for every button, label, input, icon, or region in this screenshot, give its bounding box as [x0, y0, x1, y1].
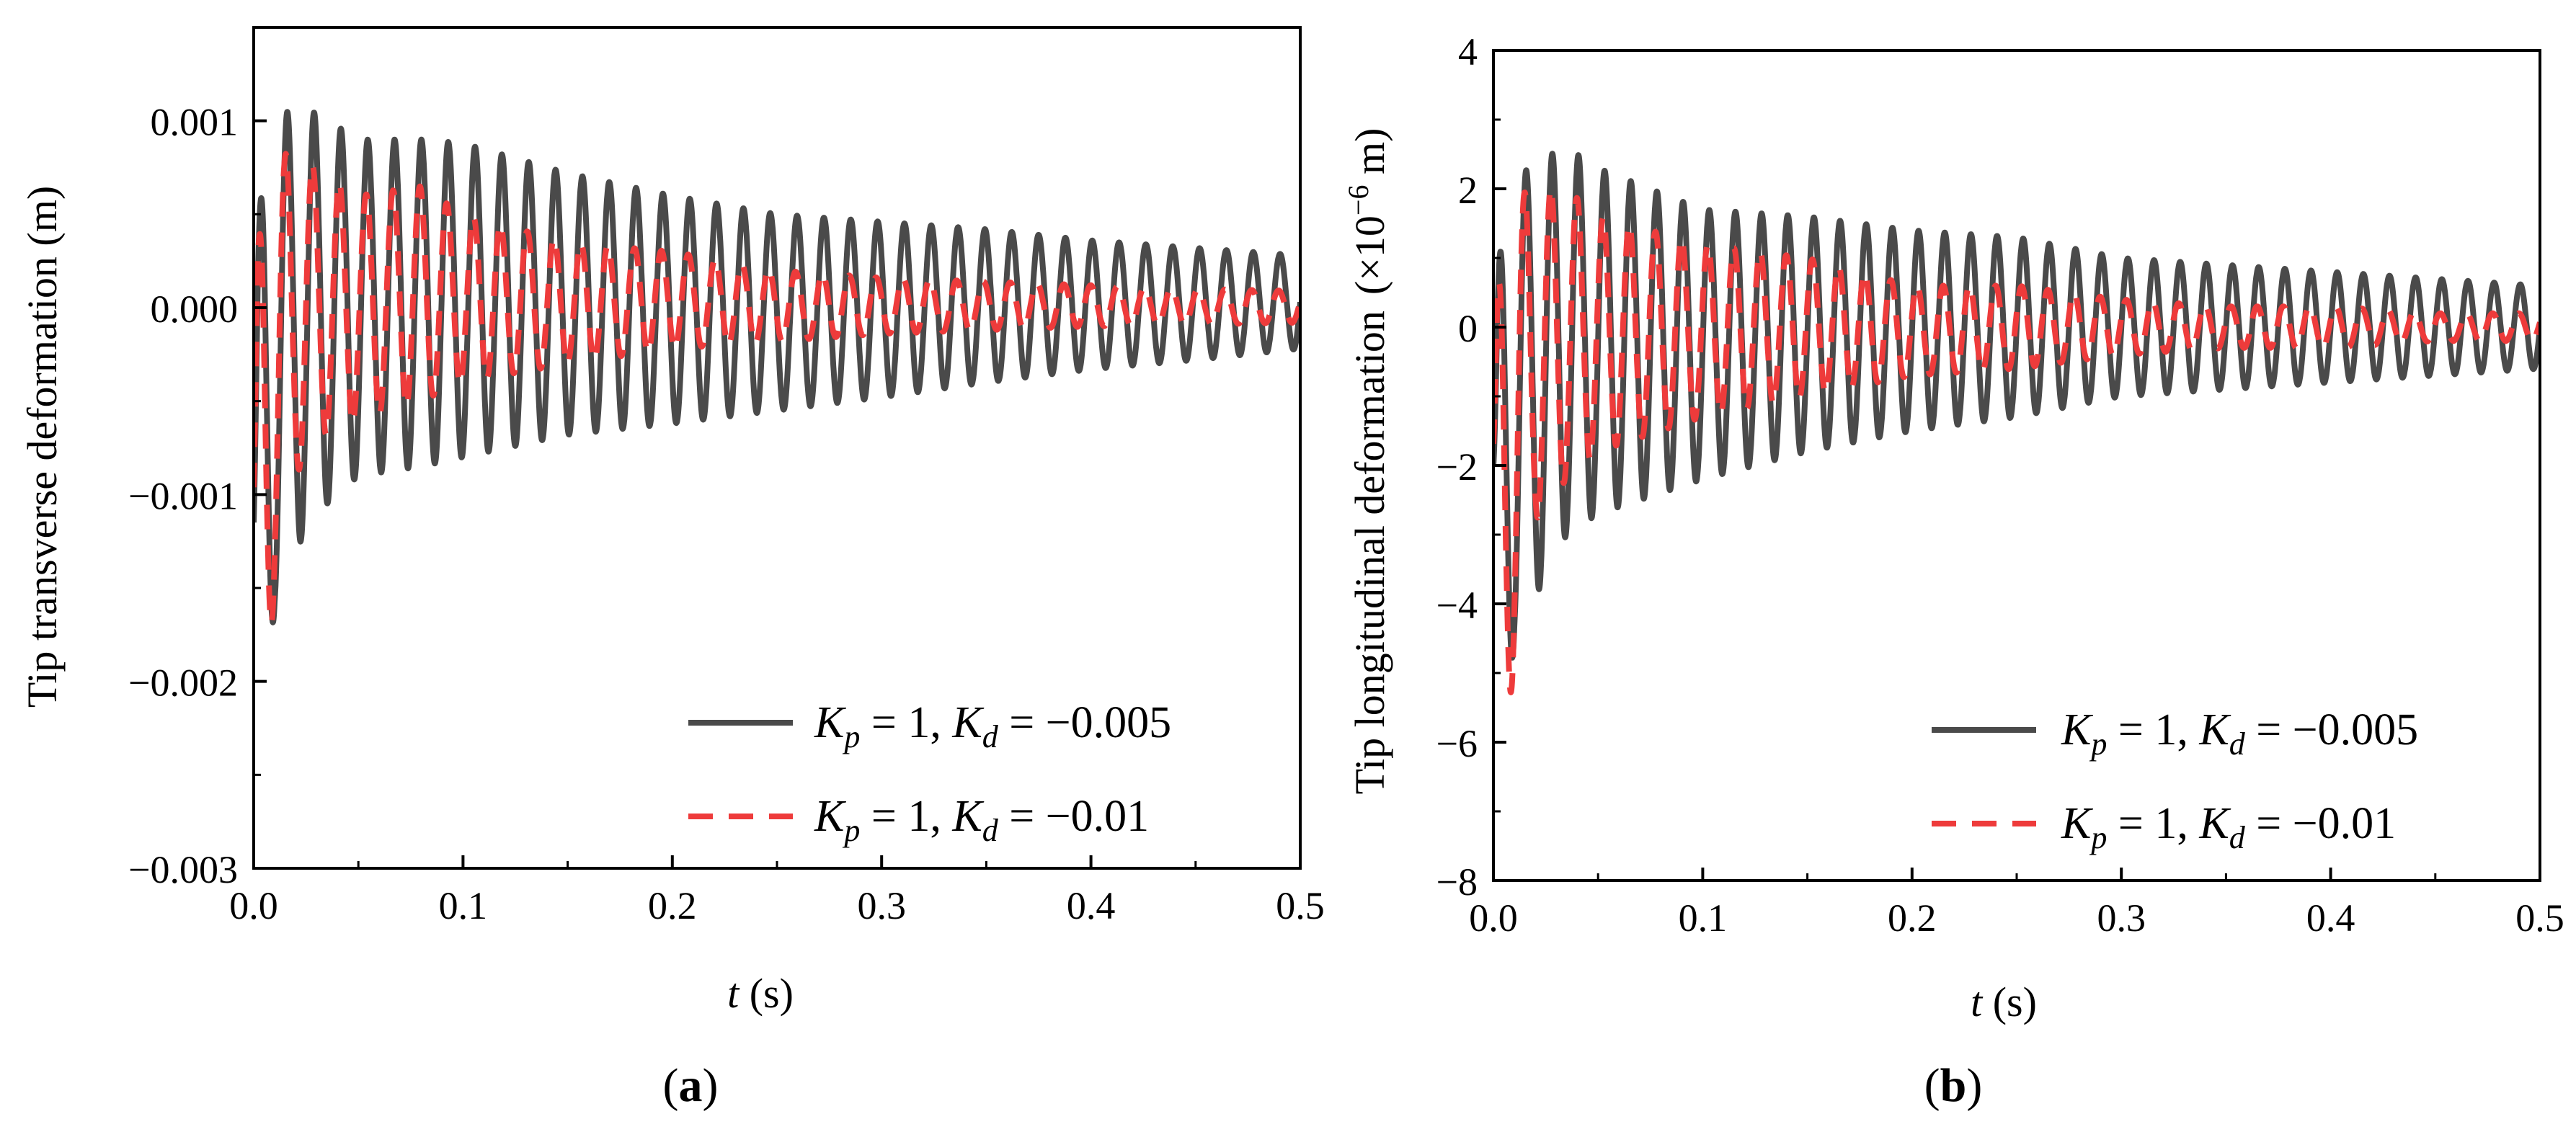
panel-a-y-tick-label: 0.001 — [151, 101, 239, 144]
panel-b-series-kd-001-line — [1493, 186, 2540, 695]
panel-a-x-axis-title: t (s) — [727, 970, 794, 1017]
panel-b-series-kd-0005-line — [1493, 151, 2540, 661]
panel-b-y-tick-label: −4 — [1436, 584, 1478, 627]
panel-b-label-letter: b — [1940, 1059, 1967, 1112]
legend-value: = −0.01 — [998, 792, 1149, 841]
panel-b-y-tick-label: 0 — [1458, 307, 1478, 350]
legend-sub: d — [982, 813, 999, 848]
panel-b-x-tick-label: 0.4 — [2306, 896, 2355, 940]
panel-a-x-axis: 0.0 0.1 0.2 0.3 0.4 0.5 — [229, 855, 1325, 927]
legend-k: K — [814, 792, 847, 841]
panel-b: −8 −6 −4 −2 0 2 4 0.0 0.1 0.2 0.3 0.4 0.5 Tip longi… — [1342, 30, 2564, 1112]
legend-k: K — [2198, 799, 2231, 848]
panel-a-x-axis-var: t — [727, 970, 740, 1017]
panel-b-y-tick-label: −2 — [1436, 445, 1478, 489]
panel-b-x-tick-label: 0.5 — [2515, 896, 2564, 940]
legend-sub: p — [842, 719, 860, 754]
legend-value: = −0.005 — [2245, 705, 2418, 754]
panel-b-y-axis-unit-b: m) — [1346, 128, 1393, 185]
panel-a-y-tick-label: −0.001 — [128, 474, 238, 517]
legend-k: K — [951, 698, 985, 747]
panel-a-x-tick-label: 0.0 — [229, 884, 278, 927]
panel-b-legend-label-kd-001: Kp = 1, Kd = −0.01 — [2061, 799, 2396, 855]
panel-a-legend-label-kd-001: Kp = 1, Kd = −0.01 — [814, 792, 1149, 848]
panel-a-x-tick-label: 0.3 — [857, 884, 906, 927]
panel-b-y-axis-title-main: Tip longitudinal deformation — [1346, 311, 1393, 794]
panel-b-label-close: ) — [1966, 1059, 1982, 1112]
panel-a-series-group — [254, 109, 1300, 626]
panel-b-x-axis-var: t — [1971, 979, 1984, 1025]
panel-a-x-axis-unit: (s) — [739, 970, 794, 1017]
panel-b-y-axis-title: Tip longitudinal deformation (×10−6 m) — [1342, 128, 1393, 795]
panel-b-y-tick-label: −8 — [1436, 860, 1478, 904]
panel-b-y-tick-label: 4 — [1458, 30, 1478, 73]
panel-b-label-open: ( — [1924, 1059, 1940, 1112]
panel-b-plot-frame — [1492, 49, 2541, 882]
panel-b-y-axis-unit-exp: −6 — [1342, 185, 1374, 216]
panel-b-series-group — [1493, 151, 2540, 695]
panel-b-legend-label-kd-0005: Kp = 1, Kd = −0.005 — [2061, 705, 2418, 762]
panel-a-x-tick-label: 0.4 — [1067, 884, 1116, 927]
panel-a-series-kd-0005-line — [254, 109, 1300, 625]
panel-a-y-axis: −0.003 −0.002 −0.001 0.000 0.001 — [128, 101, 267, 891]
legend-value: = −0.005 — [998, 698, 1171, 747]
panel-b-y-axis: −8 −6 −4 −2 0 2 4 — [1436, 30, 1506, 904]
panel-b-x-axis: 0.0 0.1 0.2 0.3 0.4 0.5 — [1469, 868, 2564, 940]
panel-a-x-tick-label: 0.1 — [439, 884, 488, 927]
panel-b-legend: Kp = 1, Kd = −0.005 Kp = 1, Kd = −0.01 — [1932, 705, 2418, 855]
legend-sub: p — [842, 813, 860, 848]
panel-b-y-axis-unit-a: (×10 — [1346, 215, 1393, 295]
panel-a-label-letter: a — [679, 1059, 703, 1112]
panel-a-legend-label-kd-0005: Kp = 1, Kd = −0.005 — [814, 698, 1171, 754]
panel-b-y-tick-label: −6 — [1436, 722, 1478, 765]
legend-mid: = 1, — [860, 792, 952, 841]
panel-a-y-tick-label: −0.002 — [128, 661, 238, 705]
legend-mid: = 1, — [860, 698, 952, 747]
panel-b-x-axis-unit: (s) — [1982, 979, 2037, 1025]
panel-a-y-axis-title: Tip transverse deformation (m) — [19, 186, 66, 708]
legend-k: K — [951, 792, 985, 841]
panel-a-y-tick-label: 0.000 — [151, 288, 239, 331]
legend-mid: = 1, — [2107, 705, 2199, 754]
panel-b-x-tick-label: 0.2 — [1888, 896, 1937, 940]
legend-value: = −0.01 — [2245, 799, 2396, 848]
panel-a-plot-clip — [254, 109, 1300, 626]
legend-sub: p — [2089, 726, 2107, 762]
panel-b-x-tick-label: 0.0 — [1469, 896, 1518, 940]
panel-a-y-tick-label: −0.003 — [128, 848, 238, 891]
panel-b-x-tick-label: 0.1 — [1679, 896, 1728, 940]
legend-sub: p — [2089, 820, 2107, 855]
legend-k: K — [2061, 705, 2094, 754]
panel-a-label: (a) — [663, 1059, 719, 1112]
panel-a-x-tick-label: 0.2 — [648, 884, 697, 927]
legend-k: K — [814, 698, 847, 747]
legend-sub: d — [982, 719, 999, 754]
panel-b-label: (b) — [1924, 1059, 1983, 1112]
legend-sub: d — [2229, 820, 2246, 855]
panel-a-label-close: ) — [703, 1059, 719, 1112]
panel-b-x-axis-title: t (s) — [1971, 979, 2037, 1025]
panel-a-label-open: ( — [663, 1059, 679, 1112]
legend-k: K — [2198, 705, 2231, 754]
panel-a-x-tick-label: 0.5 — [1276, 884, 1325, 927]
panel-a-legend: Kp = 1, Kd = −0.005 Kp = 1, Kd = −0.01 — [688, 698, 1171, 848]
legend-sub: d — [2229, 726, 2246, 762]
panel-a-series-kd-001-line — [254, 151, 1300, 626]
legend-mid: = 1, — [2107, 799, 2199, 848]
panel-b-y-tick-label: 2 — [1458, 169, 1478, 212]
legend-k: K — [2061, 799, 2094, 848]
panel-b-x-tick-label: 0.3 — [2097, 896, 2146, 940]
